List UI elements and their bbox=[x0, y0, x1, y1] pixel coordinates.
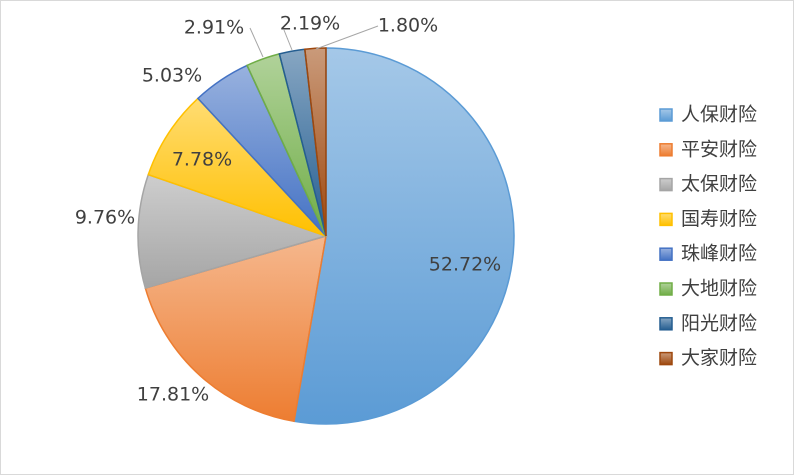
legend-swatch bbox=[659, 177, 673, 192]
data-label: 2.91% bbox=[184, 17, 244, 39]
legend-label: 阳光财险 bbox=[681, 312, 757, 334]
legend-label: 平安财险 bbox=[681, 138, 757, 160]
pie-slice bbox=[137, 173, 329, 290]
legend-swatch bbox=[659, 212, 673, 227]
data-label: 52.72% bbox=[429, 254, 501, 276]
legend-label: 大家财险 bbox=[681, 347, 757, 369]
legend-swatch bbox=[659, 282, 673, 296]
data-label: 7.78% bbox=[172, 149, 232, 171]
data-label: 1.80% bbox=[378, 15, 438, 37]
leader-line bbox=[283, 29, 293, 51]
leader-line bbox=[315, 25, 379, 50]
legend-swatch bbox=[659, 143, 673, 157]
legend-label: 国寿财险 bbox=[681, 208, 757, 230]
pie-slice bbox=[293, 47, 515, 425]
legend-swatch bbox=[659, 247, 673, 261]
legend-swatch bbox=[659, 351, 673, 366]
legend-label: 人保财险 bbox=[681, 104, 757, 126]
data-label: 17.81% bbox=[137, 384, 209, 406]
legend-label: 大地财险 bbox=[681, 278, 757, 300]
pie-slice bbox=[303, 47, 327, 237]
legend-label: 珠峰财险 bbox=[681, 243, 757, 265]
legend-swatch bbox=[659, 108, 673, 122]
pie-slice bbox=[147, 97, 327, 237]
data-label: 9.76% bbox=[75, 207, 135, 229]
legend-label: 太保财险 bbox=[681, 173, 757, 195]
data-label: 5.03% bbox=[142, 65, 202, 87]
leader-line bbox=[249, 27, 264, 58]
pie-slice bbox=[144, 234, 327, 423]
data-label: 2.19% bbox=[280, 13, 340, 35]
legend-swatch bbox=[659, 317, 673, 331]
